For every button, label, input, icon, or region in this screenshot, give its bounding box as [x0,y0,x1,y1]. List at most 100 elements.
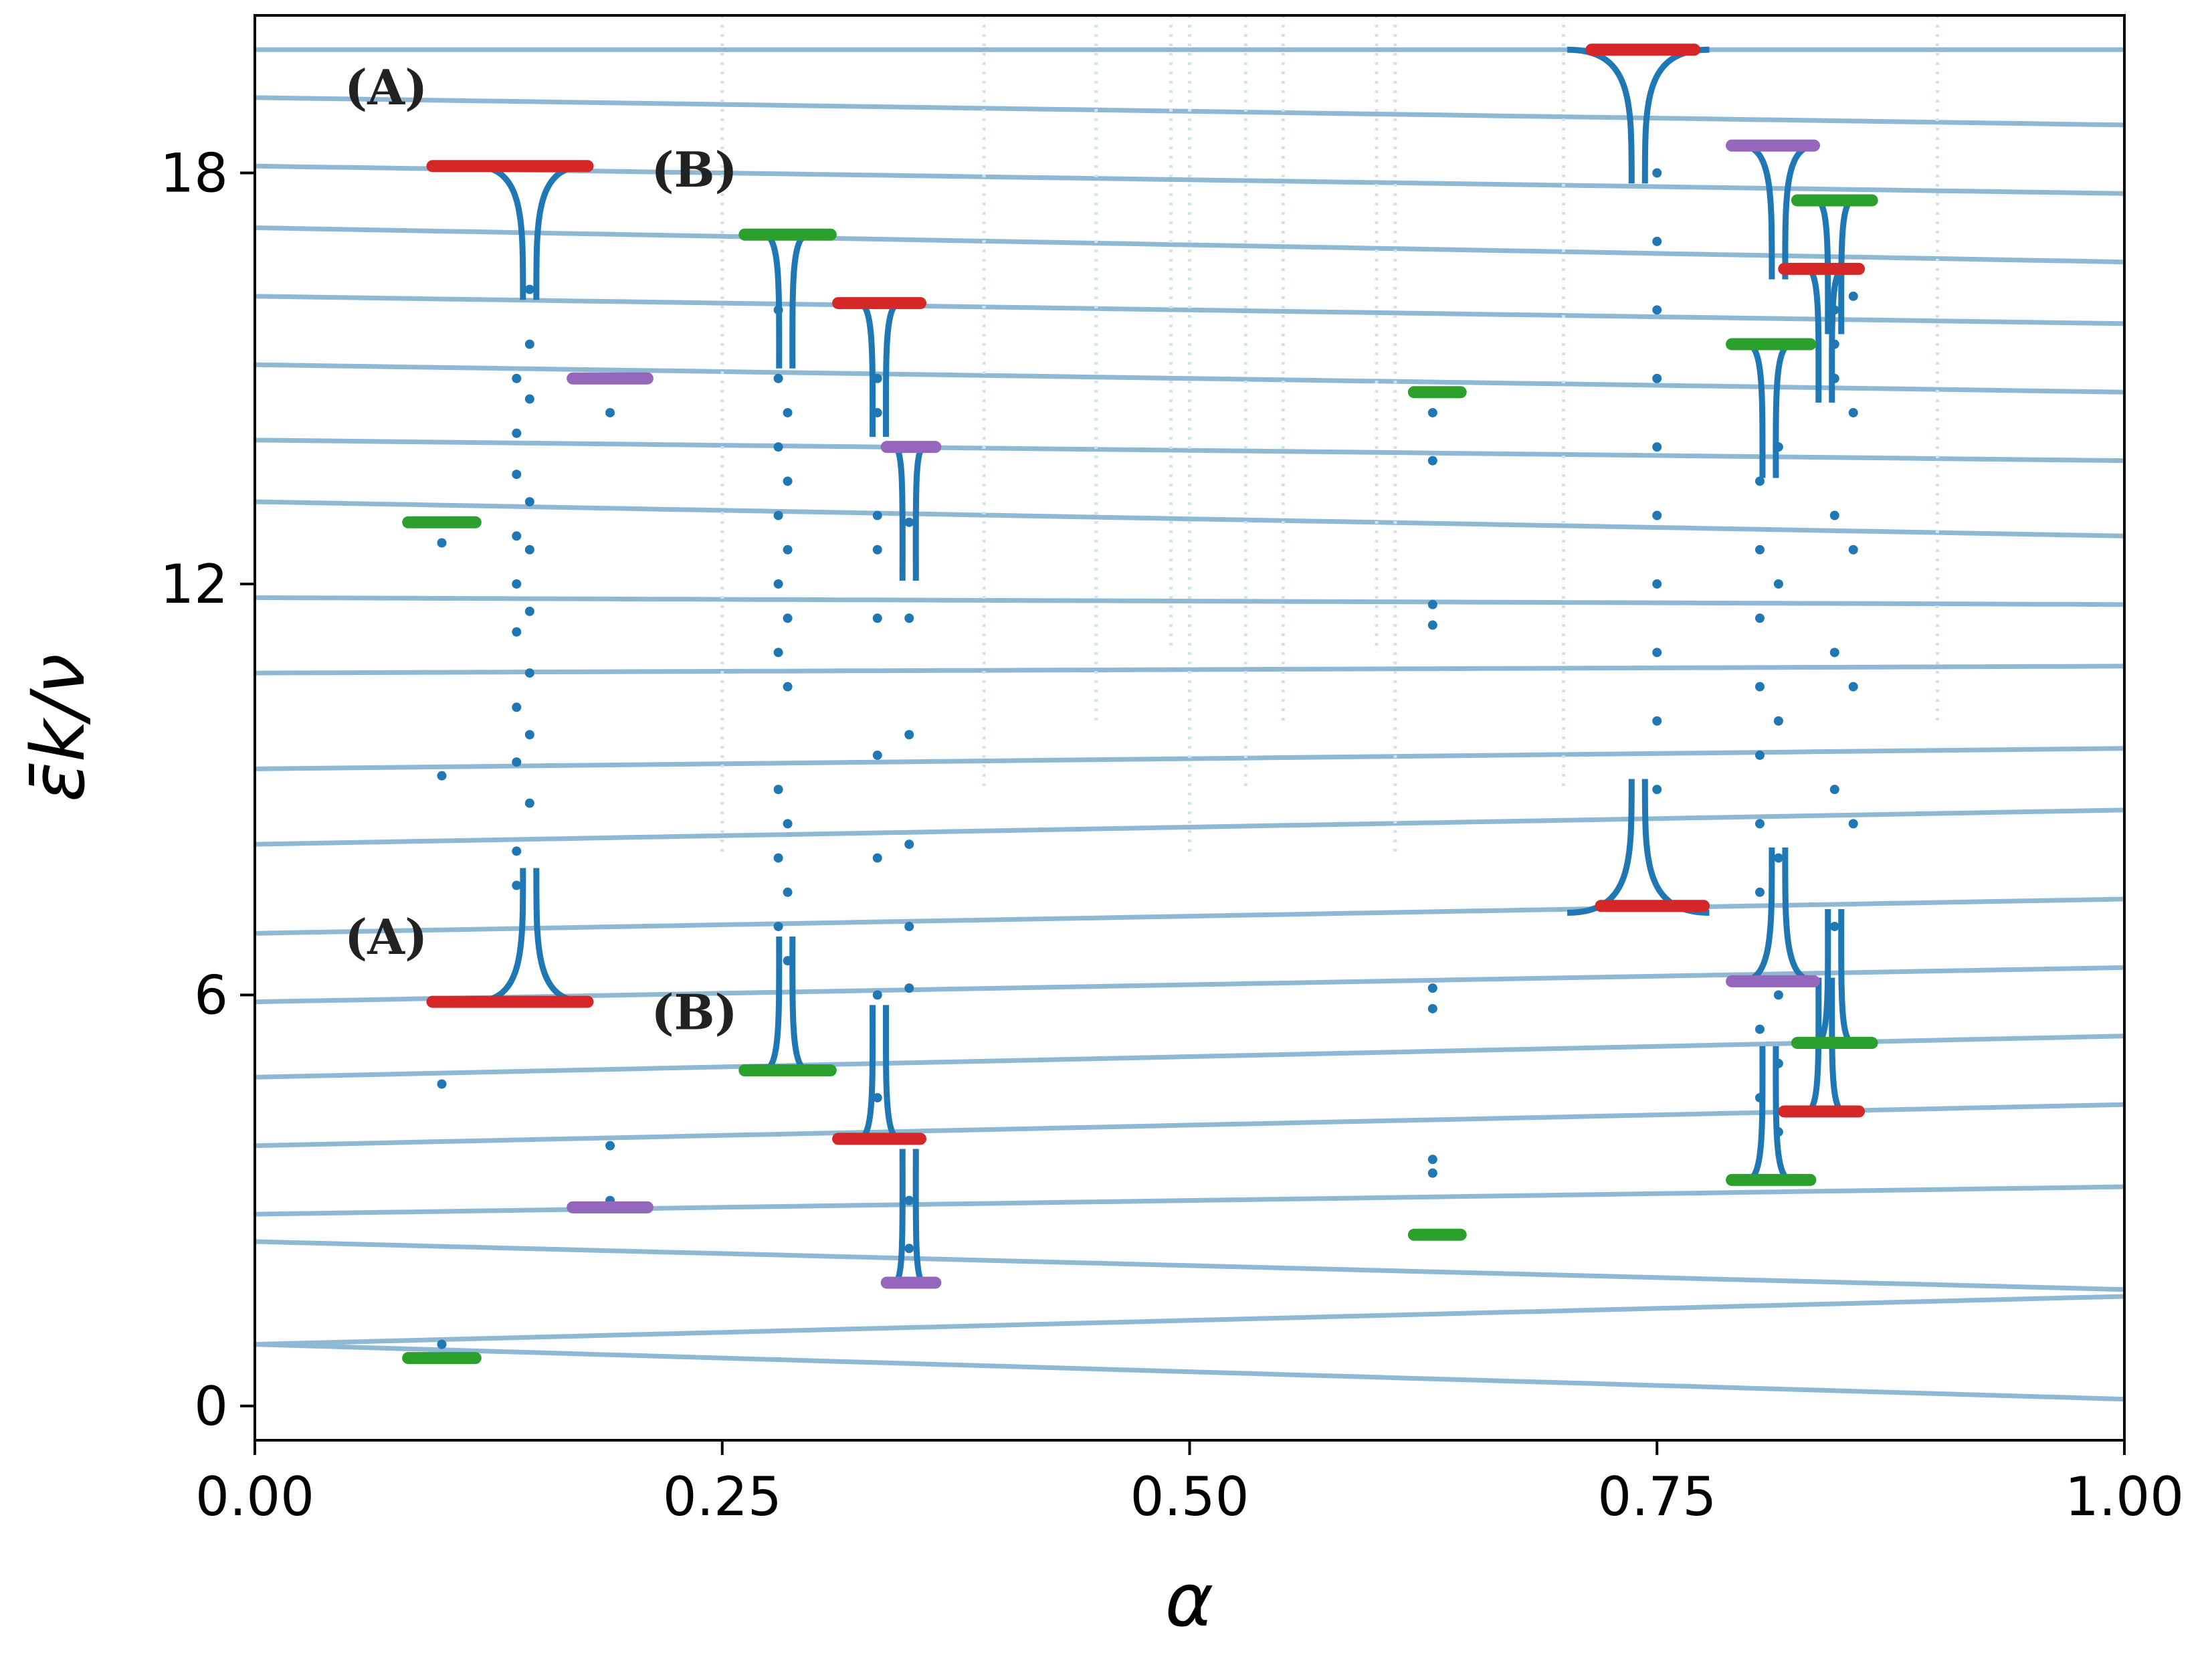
scatter-point-3-1 [605,1141,615,1151]
energy-band-16 [255,225,2124,265]
scatter-point-1-8 [512,428,522,438]
scatter-point-7-5 [904,921,914,931]
scatter-point-7-4 [904,1244,914,1254]
energy-band-2 [255,1239,2124,1292]
scatter-point-1-1 [512,579,522,589]
energy-band-9 [255,746,2124,771]
scatter-point-1-7 [512,470,522,480]
annotation-label-3: (B) [651,984,738,1041]
scatter-point-5-3 [783,887,793,897]
scatter-point-8-6 [1427,1155,1437,1165]
scatter-point-1-2 [512,702,522,712]
scatter-point-7-2 [904,983,914,993]
scatter-point-7-3 [904,1195,914,1205]
energy-band-10 [255,664,2124,676]
energy-band-8 [255,807,2124,847]
scatter-point-12-5 [1829,305,1839,315]
scatter-point-11-3 [1773,853,1783,863]
scatter-point-3-0 [605,407,615,417]
scatter-point-10-4 [1754,750,1765,760]
scatter-point-9-9 [1652,168,1662,178]
ticks-layer: 0.00 0.25 0.50 0.75 1.00 0 6 12 18 [160,142,2184,1528]
scatter-point-5-2 [783,819,793,829]
scatter-point-1-5 [512,880,522,890]
scatter-point-5-6 [783,476,793,486]
scatter-point-8-0 [1427,407,1437,417]
x-tick-label-1: 0.25 [663,1466,782,1528]
scatter-point-5-7 [783,407,793,417]
scatter-point-1-6 [512,627,522,637]
scatter-point-9-1 [1652,716,1662,726]
scatter-point-0-0 [437,1339,447,1349]
scatter-point-13-0 [1848,545,1858,555]
scatter-point-10-8 [1754,1092,1765,1102]
scatter-point-4-0 [773,510,783,520]
scatter-point-2-8 [524,284,534,294]
y-tick-label-0: 0 [194,1375,228,1438]
scatter-point-6-4 [872,990,882,1000]
energy-band-14 [255,362,2124,395]
scatter-point-7-6 [904,840,914,850]
scatter-point-6-8 [872,373,882,383]
energy-band-0 [255,1342,2124,1402]
scatter-point-2-1 [524,606,534,616]
scatter-point-10-0 [1754,476,1765,486]
scatter-point-2-2 [524,730,534,740]
scatter-point-5-4 [783,956,793,966]
y-tick-label-3: 18 [160,142,228,205]
x-tick-label-4: 1.00 [2065,1466,2184,1528]
scatter-point-10-5 [1754,819,1765,829]
scatter-point-10-6 [1754,887,1765,897]
scatter-point-4-4 [773,853,783,863]
annotation-label-0: (A) [344,59,427,116]
energy-band-1 [255,1294,2124,1347]
scatter-point-10-2 [1754,613,1765,623]
scatter-point-9-2 [1652,648,1662,658]
scatter-point-12-0 [1829,510,1839,520]
energy-band-12 [255,499,2124,539]
scatter-point-9-5 [1652,442,1662,452]
scatter-point-11-0 [1773,442,1783,452]
scatter-point-4-2 [773,785,783,795]
scatter-point-1-4 [512,846,522,856]
scatter-point-5-5 [783,613,793,623]
scatter-point-2-5 [524,545,534,555]
scatter-point-0-1 [437,771,447,781]
scatter-point-12-1 [1829,648,1839,658]
scatter-point-4-8 [773,305,783,315]
scatter-point-11-4 [1773,990,1783,1000]
scatter-point-9-6 [1652,373,1662,383]
energy-band-7 [255,896,2124,936]
scatter-point-8-1 [1427,456,1437,466]
scatter-point-0-3 [437,538,447,548]
scatter-point-9-7 [1652,305,1662,315]
scatter-point-1-3 [512,757,522,767]
scatter-point-11-5 [1773,1058,1783,1068]
energy-band-15 [255,294,2124,326]
energy-band-11 [255,595,2124,607]
scatter-point-8-2 [1427,599,1437,609]
scatter-point-12-6 [1829,339,1839,349]
x-tick-label-3: 0.75 [1597,1466,1716,1528]
scatter-point-5-0 [783,545,793,555]
scatter-point-4-7 [773,373,783,383]
scatter-point-4-6 [773,442,783,452]
x-tick-label-2: 0.50 [1130,1466,1249,1528]
bands-layer [255,47,2124,1402]
scatter-point-6-5 [872,1092,882,1102]
scatter-point-13-3 [1848,407,1858,417]
scatter-point-2-4 [524,668,534,678]
scatter-point-1-0 [512,531,522,541]
scatter-point-8-7 [1427,1168,1437,1178]
scatter-point-9-4 [1652,510,1662,520]
markers-layer [402,43,1878,1365]
scatter-point-5-1 [783,682,793,692]
scatter-point-6-2 [872,750,882,760]
scatter-point-2-0 [524,497,534,507]
scatter-point-7-0 [904,613,914,623]
scatter-point-7-1 [904,730,914,740]
energy-band-13 [255,437,2124,464]
scatter-point-11-1 [1773,579,1783,589]
x-tick-label-0: 0.00 [195,1466,314,1528]
annotation-label-1: (A) [344,908,427,965]
